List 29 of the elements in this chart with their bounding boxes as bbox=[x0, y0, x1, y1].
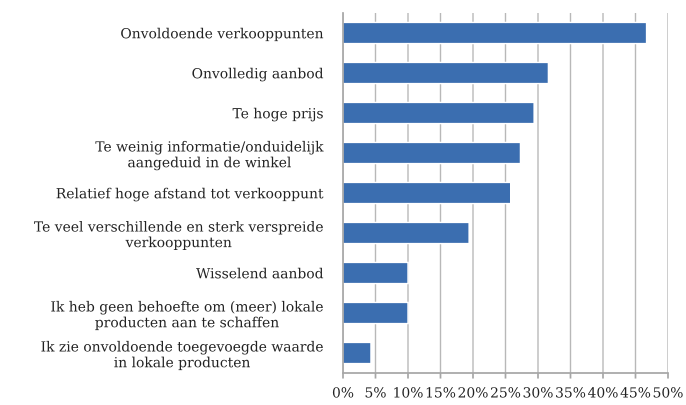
x-tick-label: 15% bbox=[426, 387, 456, 398]
y-tick-label: Te weinig informatie/onduidelijk aangeduid in de winkel bbox=[95, 140, 324, 170]
x-tick-label: 50% bbox=[654, 387, 683, 398]
x-tick-label: 25% bbox=[491, 387, 520, 398]
y-tick-label: Relatief hoge afstand tot verkooppunt bbox=[56, 188, 324, 202]
bar bbox=[343, 222, 470, 244]
bar bbox=[343, 62, 550, 84]
y-tick-label: Onvoldoende verkooppunten bbox=[121, 28, 324, 42]
y-tick-label: Te hoge prijs bbox=[232, 108, 323, 122]
bar bbox=[343, 182, 512, 204]
x-tick-label: 35% bbox=[556, 387, 586, 398]
x-tick-label: 20% bbox=[458, 387, 488, 398]
bar bbox=[343, 102, 535, 124]
x-tick-label: 40% bbox=[588, 387, 618, 398]
y-tick-label: Ik zie onvoldoende toegevoegde waarde in lokale producten bbox=[41, 340, 323, 370]
y-tick-label: Wisselend aanbod bbox=[196, 268, 324, 278]
y-tick-label: Te veel verschillende en sterk verspreide verkooppunten bbox=[34, 221, 323, 250]
x-tick-label: 5% bbox=[366, 387, 386, 398]
bar bbox=[343, 262, 409, 284]
x-tick-label: 0% bbox=[332, 387, 354, 398]
bar bbox=[343, 302, 409, 324]
x-tick-label: 30% bbox=[524, 387, 553, 398]
y-tick-label: Onvolledig aanbod bbox=[192, 68, 324, 82]
x-tick-label: 10% bbox=[394, 387, 423, 398]
bar bbox=[343, 142, 522, 164]
y-tick-label: Ik heb geen behoefte om (meer) lokale producten aan te schaffen bbox=[51, 300, 323, 330]
x-tick-label: 45% bbox=[620, 387, 650, 398]
bar bbox=[343, 22, 648, 44]
bar bbox=[343, 342, 372, 364]
